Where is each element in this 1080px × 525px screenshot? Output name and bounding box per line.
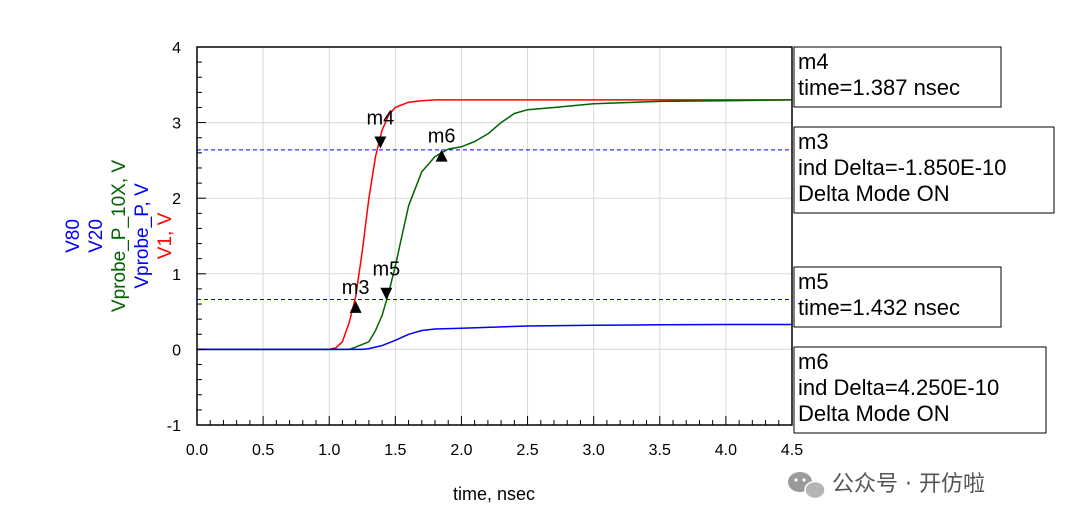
- y-label-line-4: V1, V: [155, 212, 176, 259]
- annotation-line: m5: [798, 269, 829, 294]
- axis-ticks: 0.0 0.5 1.0 1.5 2.0 2.5 3.0 3.5 4.0 4.5 -1 0 1 2 3 4: [167, 40, 803, 459]
- x-tick-label-4: 2.0: [450, 442, 472, 459]
- marker-triangle-m5: [380, 287, 393, 300]
- marker-label-m5: m5: [372, 259, 400, 281]
- x-tick-label-6: 3.0: [583, 442, 605, 459]
- x-tick-label-7: 3.5: [649, 442, 671, 459]
- series-line-0: [197, 99, 792, 351]
- y-label-line-3: Vprobe_P, V: [132, 183, 153, 289]
- annotation-box-frame: [793, 46, 1002, 108]
- annotation-box-frame: [793, 266, 1002, 328]
- y-tick-label-3: 2: [172, 191, 181, 208]
- annotation-line: m3: [798, 129, 829, 154]
- annotation-box-frame: [793, 346, 1047, 434]
- x-tick-label-1: 0.5: [252, 442, 274, 459]
- y-tick-label-2: 1: [172, 267, 181, 284]
- y-tick-label-1: 0: [172, 342, 181, 359]
- x-tick-label-8: 4.0: [715, 442, 737, 459]
- y-label-line-0: V80: [63, 219, 84, 253]
- marker-label-m3: m3: [342, 277, 370, 299]
- annotation-line: Delta Mode ON: [798, 181, 950, 206]
- y-label-line-2: Vprobe_P_10X, V: [109, 160, 130, 312]
- y-tick-label-0: -1: [167, 418, 181, 435]
- x-tick-label-9: 4.5: [781, 442, 803, 459]
- watermark: 公众号 · 开仿啦: [788, 472, 985, 500]
- annotation-line: time=1.432 nsec: [798, 295, 960, 320]
- annotation-line: m6: [798, 349, 829, 374]
- x-axis-label: time, nsec: [453, 484, 535, 504]
- x-tick-label-0: 0.0: [186, 442, 208, 459]
- annotation-line: m4: [798, 49, 829, 74]
- x-tick-label-3: 1.5: [384, 442, 406, 459]
- marker-triangle-m4: [374, 136, 387, 149]
- annotation-line: ind Delta=4.250E-10: [798, 375, 999, 400]
- marker-triangle-m3: [349, 300, 362, 313]
- y-tick-label-4: 3: [172, 116, 181, 133]
- x-tick-label-2: 1.0: [318, 442, 340, 459]
- reference-lines: [197, 149, 792, 301]
- annotation-box-frame: [793, 126, 1055, 214]
- series-line-2: [197, 323, 792, 351]
- marker-triangle-m6: [435, 149, 448, 162]
- wechat-icon: [788, 472, 826, 500]
- y-label-line-1: V20: [86, 219, 107, 253]
- y-axis-label: V80 V20 Vprobe_P_10X, V Vprobe_P, V V1, V: [63, 160, 176, 312]
- annotation-line: time=1.387 nsec: [798, 75, 960, 100]
- marker-label-m6: m6: [428, 126, 456, 148]
- marker-group: m3 m4 m5 m6: [342, 108, 456, 313]
- y-tick-label-5: 4: [172, 40, 181, 57]
- annotation-line: ind Delta=-1.850E-10: [798, 155, 1007, 180]
- marker-label-m4: m4: [366, 108, 394, 130]
- plot-frame: [196, 46, 793, 426]
- annotation-line: Delta Mode ON: [798, 401, 950, 426]
- watermark-text: 公众号 · 开仿啦: [832, 472, 985, 497]
- x-tick-label-5: 2.5: [516, 442, 538, 459]
